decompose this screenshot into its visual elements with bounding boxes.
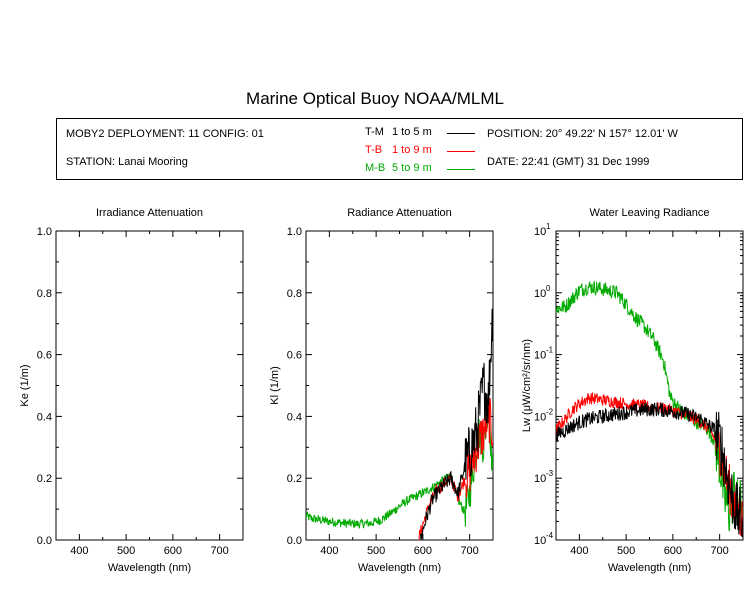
y-tick-exponent: 1 (546, 222, 551, 231)
legend-code-tm: T-M (365, 126, 384, 138)
chart-panel-2: Radiance Attenuation 400 500 600 700 0.0 0.2 0.… (269, 207, 494, 574)
legend-line-tm (447, 133, 475, 134)
y-tick-label: 0.2 (37, 473, 52, 485)
y-tick-label: 0.6 (37, 350, 52, 362)
y-tick-label: 0.0 (37, 535, 52, 547)
info-box: MOBY2 DEPLOYMENT: 11 CONFIG: 01 STATION:… (56, 118, 743, 180)
deployment-text: MOBY2 DEPLOYMENT: 11 CONFIG: 01 (66, 128, 264, 140)
legend-range-tm: 1 to 5 m (392, 126, 432, 138)
y-tick-label: 0.4 (37, 411, 52, 423)
x-tick-label: 400 (320, 545, 338, 557)
chart-title: Irradiance Attenuation (96, 207, 203, 219)
series-line-3 (556, 402, 743, 538)
x-tick-label: 500 (117, 545, 135, 557)
x-axis-label: Wavelength (nm) (108, 562, 191, 574)
y-tick-label: 10 (534, 535, 546, 547)
y-tick-label: 10 (534, 350, 546, 362)
x-tick-label: 500 (617, 545, 635, 557)
plot-frame (55, 230, 244, 541)
y-tick-label: 1.0 (287, 226, 302, 238)
legend-code-tb: T-B (365, 144, 383, 156)
y-tick-exponent: -4 (546, 531, 554, 540)
y-tick-label: 0.0 (287, 535, 302, 547)
series-line-3 (420, 308, 493, 540)
station-text: STATION: Lanai Mooring (66, 156, 188, 168)
y-tick-label: 10 (534, 226, 546, 238)
series-line-1 (556, 281, 743, 532)
legend-line-tb (447, 151, 475, 152)
legend-code-mb: M-B (365, 162, 386, 174)
y-tick-label: 0.4 (287, 411, 302, 423)
x-tick-label: 700 (710, 545, 728, 557)
y-tick-exponent: 0 (546, 284, 551, 293)
series-line-2 (556, 392, 743, 536)
x-tick-label: 600 (414, 545, 432, 557)
y-axis-label: Kl (1/m) (269, 366, 281, 405)
chart-title: Radiance Attenuation (347, 207, 452, 219)
series-line-1 (306, 404, 493, 529)
x-tick-label: 600 (664, 545, 682, 557)
x-tick-label: 400 (570, 545, 588, 557)
chart-panel-1: Irradiance Attenuation 400 500 600 700 0.0 0.2… (19, 207, 244, 574)
y-axis-label: Lw (μW/cm²/sr/nm) (521, 339, 533, 432)
y-tick-label: 1.0 (37, 226, 52, 238)
x-axis-label: Wavelength (nm) (608, 562, 691, 574)
y-axis-label: Ke (1/m) (19, 364, 31, 406)
x-tick-label: 400 (70, 545, 88, 557)
legend-line-mb (447, 169, 475, 170)
legend-range-tb: 1 to 9 m (392, 144, 432, 156)
y-tick-label: 0.2 (287, 473, 302, 485)
series-line-2 (418, 397, 493, 540)
x-tick-label: 500 (367, 545, 385, 557)
y-tick-label: 0.8 (287, 288, 302, 300)
y-tick-exponent: -3 (546, 469, 554, 478)
legend-range-mb: 5 to 9 m (392, 162, 432, 174)
y-tick-label: 0.6 (287, 350, 302, 362)
x-axis-label: Wavelength (nm) (358, 562, 441, 574)
y-tick-label: 10 (534, 411, 546, 423)
chart-title: Water Leaving Radiance (589, 207, 709, 219)
date-text: DATE: 22:41 (GMT) 31 Dec 1999 (487, 156, 650, 168)
x-tick-label: 700 (460, 545, 478, 557)
x-tick-label: 600 (164, 545, 182, 557)
y-tick-exponent: -2 (546, 407, 554, 416)
y-tick-label: 10 (534, 473, 546, 485)
page-title: Marine Optical Buoy NOAA/MLML (246, 89, 504, 108)
plot-frame (555, 230, 744, 541)
y-tick-label: 10 (534, 288, 546, 300)
plot-frame (305, 230, 494, 541)
y-tick-exponent: -1 (546, 346, 554, 355)
x-tick-label: 700 (210, 545, 228, 557)
position-text: POSITION: 20° 49.22' N 157° 12.01' W (487, 128, 678, 140)
y-tick-label: 0.8 (37, 288, 52, 300)
